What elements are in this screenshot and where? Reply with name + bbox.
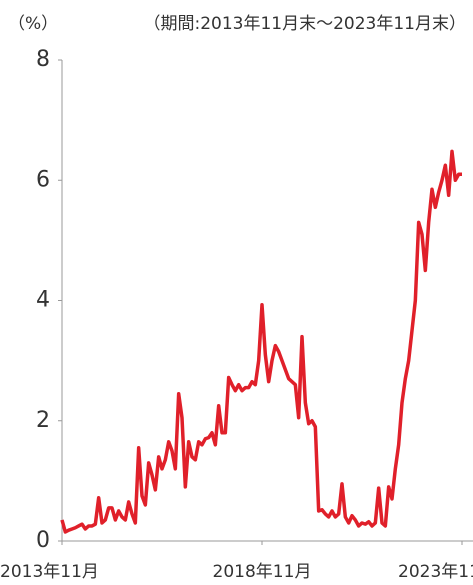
data-line	[60, 149, 462, 534]
subtitle: （期間:2013年11月末～2023年11月末）	[143, 14, 466, 34]
y-tick-label: 0	[36, 528, 50, 553]
unit-label: （%）	[8, 14, 58, 34]
y-tick-label: 4	[36, 288, 50, 313]
y-tick-label: 2	[36, 408, 50, 433]
y-tick-label: 8	[36, 47, 50, 72]
y-tick-label: 6	[36, 167, 50, 192]
x-tick-label: 2018年11月	[213, 562, 312, 582]
x-tick-label: 2023年11月	[398, 562, 473, 582]
x-tick-label: 2013年11月	[0, 562, 99, 582]
